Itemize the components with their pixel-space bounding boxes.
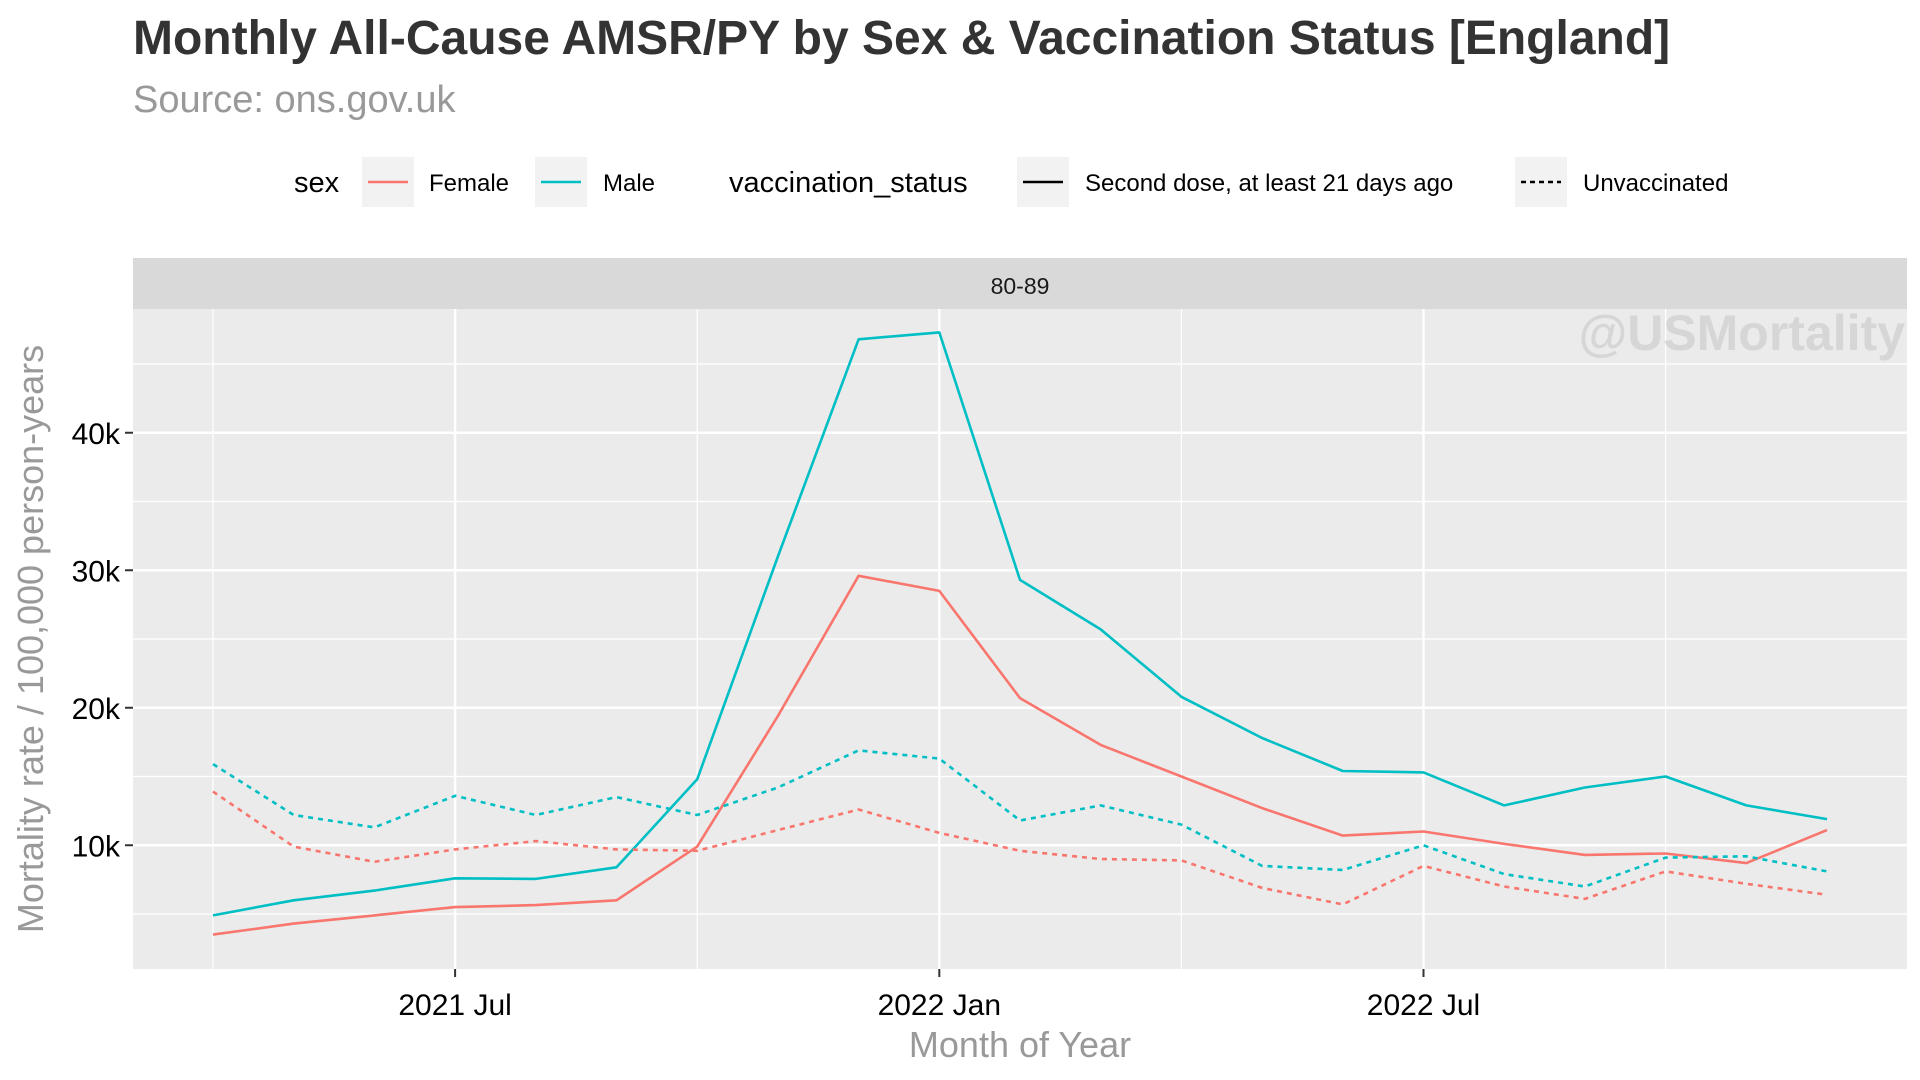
legend-label-unvaccinated: Unvaccinated <box>1583 170 1728 197</box>
series-lines <box>212 331 1828 936</box>
facet-label: 80-89 <box>991 273 1050 299</box>
chart-title: Monthly All-Cause AMSR/PY by Sex & Vacci… <box>133 12 1670 65</box>
y-axis-title: Mortality rate / 100,000 person-years <box>10 345 51 933</box>
legend-vacc-title: vaccination_status <box>729 167 968 199</box>
series-line-female-unvaccinated <box>212 790 1828 906</box>
legend: sex Female Male vaccination_status Secon… <box>294 157 1728 207</box>
x-tick-label: 2022 Jul <box>1367 989 1480 1022</box>
x-tick-label: 2021 Jul <box>398 989 511 1022</box>
watermark: @USMortality <box>1578 305 1905 361</box>
series-line-female-second-dose <box>212 574 1828 936</box>
facet-strip <box>133 258 1907 309</box>
legend-sex-title: sex <box>294 167 340 199</box>
legend-label-male: Male <box>603 170 655 197</box>
axes: 10k 20k 30k 40k 2021 Jul 2022 Jan 2022 Jul <box>72 418 1481 1022</box>
y-tick-label: 40k <box>72 418 121 451</box>
x-axis-title: Month of Year <box>909 1024 1131 1065</box>
gridlines <box>133 309 1907 969</box>
y-tick-label: 20k <box>72 693 121 726</box>
x-tick-label: 2022 Jan <box>878 989 1001 1022</box>
y-tick-label: 10k <box>72 830 121 863</box>
legend-label-female: Female <box>429 170 509 197</box>
series-line-male-second-dose <box>212 331 1828 917</box>
series-line-male-unvaccinated <box>212 749 1828 888</box>
legend-label-second-dose: Second dose, at least 21 days ago <box>1085 170 1453 197</box>
chart-subtitle: Source: ons.gov.uk <box>133 79 456 121</box>
y-tick-label: 30k <box>72 555 121 588</box>
